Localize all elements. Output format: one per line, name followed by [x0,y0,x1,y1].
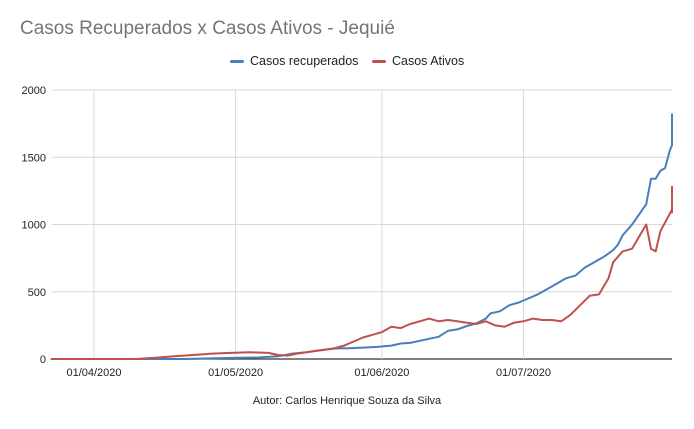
y-tick-label: 1500 [22,152,46,164]
chart-title: Casos Recuperados x Casos Ativos - Jequi… [20,18,395,39]
legend-swatch-recuperados [230,59,244,63]
legend-swatch-ativos [372,59,386,63]
x-tick-label: 01/04/2020 [66,367,121,379]
series-line-recuperados [50,113,673,360]
legend-label-recuperados: Casos recuperados [250,54,359,68]
chart-caption: Autor: Carlos Henrique Souza da Silva [252,395,442,407]
x-tick-label: 01/06/2020 [354,367,409,379]
y-tick-label: 2000 [22,85,46,97]
legend-label-ativos: Casos Ativos [392,54,465,68]
x-tick-label: 01/05/2020 [208,367,263,379]
y-tick-label: 0 [40,354,46,366]
legend-item-ativos: Casos Ativos [372,54,464,68]
series-line-ativos [50,185,673,360]
chart-legend: Casos recuperados Casos Ativos [0,54,694,72]
y-tick-label: 500 [28,287,46,299]
y-tick-label: 1000 [22,220,46,232]
x-tick-label: 01/07/2020 [496,367,551,379]
legend-item-recuperados: Casos recuperados [230,54,358,68]
